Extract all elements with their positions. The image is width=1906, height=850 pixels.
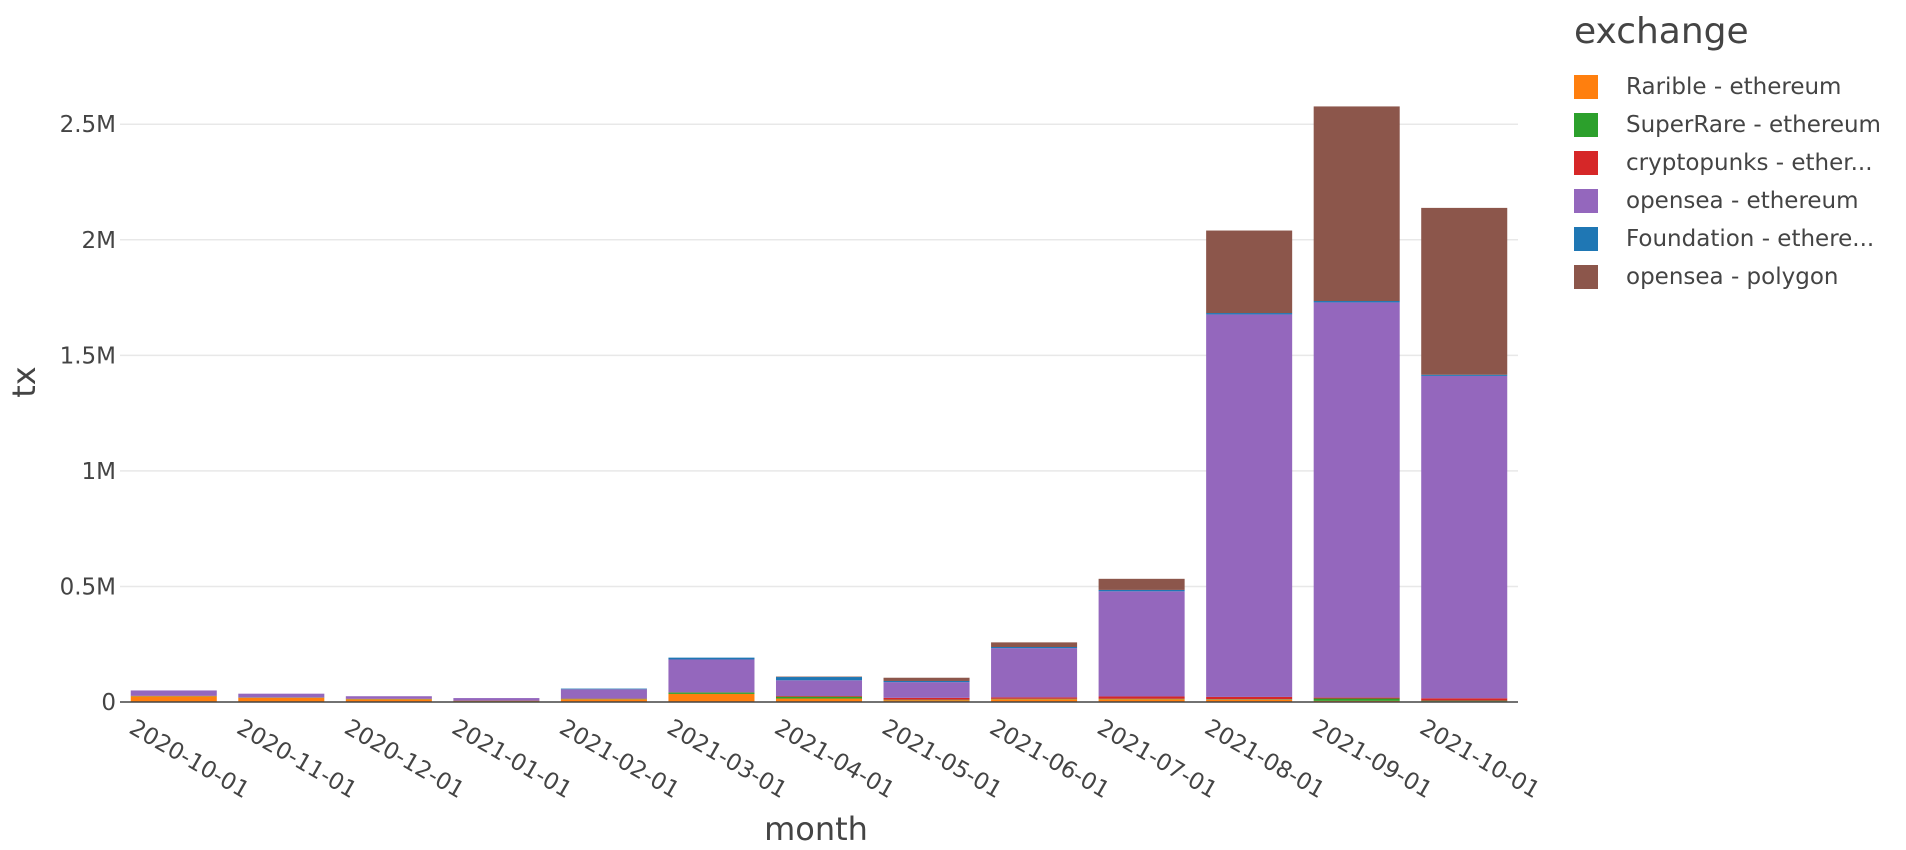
legend-swatch <box>1574 189 1598 213</box>
legend-title: exchange <box>1574 11 1749 52</box>
x-tick-label: 2021-05-01 <box>878 715 1007 804</box>
bar-segment <box>1421 375 1508 699</box>
bar-segment <box>1421 207 1508 375</box>
bar-segment <box>345 696 432 699</box>
x-tick-label: 2020-11-01 <box>232 715 361 804</box>
bar-segment <box>1206 696 1293 700</box>
bar-segment <box>775 696 863 699</box>
bar-segment <box>1206 230 1293 314</box>
y-tick-label: 2M <box>82 228 116 254</box>
y-tick-labels: 0 0.5M 1M 1.5M 2M 2.5M <box>60 112 116 716</box>
bar-segment <box>238 697 325 702</box>
bar-segment <box>1098 578 1185 590</box>
bar-segment <box>883 682 970 698</box>
x-tick-label: 2021-04-01 <box>770 715 899 804</box>
x-tick-label: 2021-07-01 <box>1093 715 1222 804</box>
bar-segment <box>560 699 647 702</box>
bars <box>130 106 1508 702</box>
bar-segment <box>1098 589 1185 592</box>
legend-swatch <box>1574 227 1598 251</box>
x-tick-labels: 2020-10-012020-11-012020-12-012021-01-01… <box>125 715 1544 804</box>
bar-segment <box>775 677 863 681</box>
bar-segment <box>991 648 1078 698</box>
bar-segment <box>1098 699 1185 702</box>
legend-item-cryptopunks-ethereum[interactable]: cryptopunks - ether... <box>1568 144 1898 182</box>
x-tick-label: 2021-02-01 <box>555 715 684 804</box>
y-axis-title: tx <box>5 366 43 397</box>
y-tick-label: 2.5M <box>60 112 116 138</box>
bar-segment <box>453 698 540 701</box>
bar-segment <box>775 680 863 696</box>
legend-swatch <box>1574 113 1598 137</box>
bar-segment <box>130 696 217 702</box>
bar-segment <box>560 689 647 699</box>
x-tick-label: 2021-01-01 <box>447 715 576 804</box>
bar-segment <box>991 699 1078 702</box>
bar-segment <box>883 677 970 681</box>
bar-segment <box>1313 698 1400 701</box>
legend-swatch <box>1574 265 1598 289</box>
bar-segment <box>1313 301 1400 303</box>
bar-segment <box>991 697 1078 699</box>
bar-segment <box>991 642 1078 647</box>
x-tick-label: 2021-10-01 <box>1415 715 1544 804</box>
legend-item-foundation-ethereum[interactable]: Foundation - ethere... <box>1568 220 1898 258</box>
gridlines <box>120 123 1518 588</box>
y-tick-label: 0 <box>101 690 116 716</box>
legend-label: cryptopunks - ether... <box>1626 150 1873 176</box>
bar-segment <box>238 693 325 698</box>
bar-segment <box>130 690 217 696</box>
bar-segment <box>1206 314 1293 697</box>
x-axis-title: month <box>764 810 868 848</box>
bar-segment <box>560 688 647 690</box>
legend-swatch <box>1574 151 1598 175</box>
bar-segment <box>883 697 970 700</box>
bar-segment <box>668 693 755 702</box>
legend-item-rarible-ethereum[interactable]: Rarible - ethereum <box>1568 68 1898 106</box>
legend-label: opensea - polygon <box>1626 264 1839 290</box>
bar-segment <box>1313 106 1400 302</box>
legend-item-opensea-polygon[interactable]: opensea - polygon <box>1568 258 1898 296</box>
bar-segment <box>1421 374 1508 376</box>
bar-segment <box>775 698 863 702</box>
y-tick-label: 1M <box>82 459 116 485</box>
y-tick-label: 1.5M <box>60 343 116 369</box>
x-tick-label: 2021-06-01 <box>985 715 1114 804</box>
bar-segment <box>668 692 755 694</box>
bar-segment <box>345 699 432 702</box>
bar-segment <box>1206 699 1293 702</box>
bar-segment <box>668 657 755 660</box>
bar-segment <box>1421 698 1508 701</box>
bar-segment <box>668 659 755 693</box>
x-tick-label: 2021-08-01 <box>1200 715 1329 804</box>
x-tick-label: 2021-09-01 <box>1308 715 1437 804</box>
bar-segment <box>775 695 863 697</box>
bar-segment <box>991 646 1078 649</box>
bar-segment <box>1421 700 1508 702</box>
legend: exchange Rarible - ethereum SuperRare - … <box>1568 10 1898 296</box>
legend-label: Rarible - ethereum <box>1626 74 1842 100</box>
x-tick-label: 2021-03-01 <box>662 715 791 804</box>
legend-swatch <box>1574 75 1598 99</box>
legend-item-opensea-ethereum[interactable]: opensea - ethereum <box>1568 182 1898 220</box>
legend-item-superrare-ethereum[interactable]: SuperRare - ethereum <box>1568 106 1898 144</box>
x-tick-label: 2020-10-01 <box>125 715 254 804</box>
x-tick-label: 2020-12-01 <box>340 715 469 804</box>
bar-segment <box>1313 697 1400 699</box>
legend-label: Foundation - ethere... <box>1626 226 1875 252</box>
bar-segment <box>1098 696 1185 699</box>
bar-segment <box>1098 591 1185 697</box>
bar-segment <box>1313 302 1400 698</box>
y-tick-label: 0.5M <box>60 574 116 600</box>
bar-segment <box>883 700 970 702</box>
legend-label: opensea - ethereum <box>1626 188 1859 214</box>
legend-label: SuperRare - ethereum <box>1626 112 1881 138</box>
bar-segment <box>883 680 970 683</box>
bar-segment <box>1206 313 1293 315</box>
